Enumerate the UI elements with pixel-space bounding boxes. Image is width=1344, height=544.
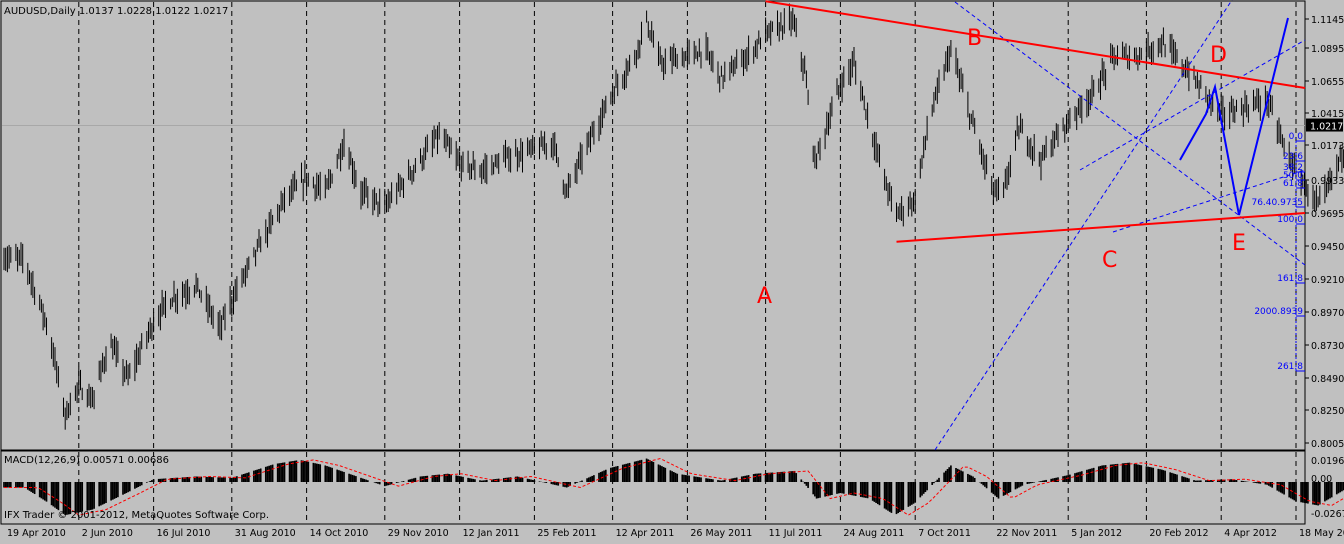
time-axis-tick-label: 31 Aug 2010	[235, 528, 296, 539]
time-axis-tick-label: 7 Oct 2011	[918, 528, 971, 539]
main-plot-area[interactable]	[0, 0, 1306, 451]
price-axis-tick-label: 1.1145	[1311, 15, 1344, 26]
fibonacci-level-label: 161.8	[1277, 274, 1303, 284]
macd-axis-tick-label: -0.02677	[1311, 509, 1344, 520]
fibonacci-level-label: 23.6	[1283, 152, 1303, 162]
chart-header: AUDUSD,Daily 1.0137 1.0228 1.0122 1.0217	[4, 6, 228, 17]
time-axis-tick-label: 29 Nov 2010	[388, 528, 449, 539]
price-axis-tick-label: 0.8490	[1311, 374, 1344, 385]
time-axis-tick-label: 14 Oct 2010	[310, 528, 369, 539]
time-axis-tick-label: 20 Feb 2012	[1149, 528, 1208, 539]
macd-histogram	[3, 458, 1344, 516]
wave-label-a: A	[757, 284, 772, 309]
price-axis-tick-label: 1.0655	[1311, 77, 1344, 88]
price-axis-tick-label: 1.0173	[1311, 141, 1344, 152]
price-axis-tick-label: 0.8730	[1311, 341, 1344, 352]
time-axis-tick-label: 16 Jul 2010	[157, 528, 211, 539]
channel-line[interactable]	[1079, 39, 1306, 171]
projection-path[interactable]	[1179, 17, 1289, 216]
price-axis-tick-label: 1.0415	[1311, 109, 1344, 120]
channel-line[interactable]	[954, 1, 1306, 266]
time-axis-tick-label: 18 May 2012	[1299, 528, 1344, 539]
price-axis-tick-label: 0.8250	[1311, 406, 1344, 417]
price-axis-tick-label: 0.9933	[1311, 176, 1344, 187]
time-axis-tick-label: 25 Feb 2011	[537, 528, 596, 539]
fibonacci-level-label: 61.8	[1283, 179, 1303, 189]
trend-lines[interactable]	[765, 0, 1306, 243]
fibonacci-level-label: 38.2	[1283, 163, 1303, 173]
macd-axis[interactable]: 0.01962 0.00 -0.02677	[1311, 456, 1344, 520]
time-axis-tick-label: 12 Jan 2011	[463, 528, 520, 539]
channel-line[interactable]	[934, 0, 1233, 451]
wave-label-d: D	[1210, 43, 1227, 68]
price-axis-tick-label: 0.9695	[1311, 209, 1344, 220]
time-axis[interactable]: 19 Apr 2010 2 Jun 2010 16 Jul 2010 31 Aug 2…	[7, 528, 1344, 539]
wave-label-e: E	[1232, 231, 1246, 256]
time-axis-tick-label: 12 Apr 2011	[616, 528, 675, 539]
time-axis-tick-label: 24 Aug 2011	[843, 528, 904, 539]
time-axis-tick-label: 5 Jan 2012	[1071, 528, 1122, 539]
lower-trend-line[interactable]	[896, 212, 1306, 243]
time-axis-tick-label: 4 Apr 2012	[1224, 528, 1277, 539]
current-price-label: 1.0217	[1310, 122, 1343, 133]
price-axis-tick-label: 0.8005	[1311, 439, 1344, 450]
macd-title: MACD(12,26,9) 0.00571 0.00686	[4, 455, 169, 466]
copyright-text: IFX Trader © 2001-2012, MetaQuotes Softw…	[4, 510, 269, 521]
macd-axis-tick-label: 0.01962	[1311, 456, 1344, 467]
time-axis-tick-label: 26 May 2011	[690, 528, 752, 539]
wave-label-c: C	[1102, 248, 1117, 273]
macd-axis-tick-label: 0.00	[1311, 474, 1332, 485]
channel-line[interactable]	[1112, 169, 1306, 233]
wave-label-b: B	[967, 26, 982, 51]
time-axis-tick-label: 19 Apr 2010	[7, 528, 66, 539]
price-bars	[3, 3, 1344, 430]
time-axis-tick-label: 22 Nov 2011	[996, 528, 1057, 539]
time-axis-tick-label: 11 Jul 2011	[769, 528, 823, 539]
price-axis-tick-label: 0.9450	[1311, 242, 1344, 253]
projection-line[interactable]	[1179, 17, 1289, 216]
fibonacci-level-label: 261.8	[1277, 362, 1303, 372]
fibonacci-level-label: 76.40.9735	[1251, 198, 1303, 208]
price-axis-tick-label: 0.9210	[1311, 275, 1344, 286]
fibonacci-level-label: 100.0	[1277, 215, 1303, 225]
price-axis[interactable]: 1.1145 1.0895 1.0655 1.0415 1.0173 0.9933 0.96…	[1305, 15, 1344, 450]
upper-trend-line[interactable]	[765, 0, 1306, 89]
fibonacci-levels[interactable]: 0.0 23.638.250.061.8 76.40.9735 100.0 161.8 2…	[934, 0, 1306, 451]
wave-labels: A B C D E	[757, 26, 1246, 309]
price-axis-tick-label: 1.0895	[1311, 44, 1344, 55]
macd-signal-line	[4, 458, 1344, 516]
price-axis-tick-label: 0.8970	[1311, 308, 1344, 319]
current-price-badge	[1306, 118, 1343, 132]
fibonacci-level-label: 50.0	[1283, 171, 1303, 181]
fibonacci-level-label: 2000.8939	[1254, 307, 1303, 317]
time-axis-tick-label: 2 Jun 2010	[82, 528, 133, 539]
vertical-grid	[78, 2, 1297, 523]
fibonacci-level-label: 0.0	[1289, 132, 1304, 142]
